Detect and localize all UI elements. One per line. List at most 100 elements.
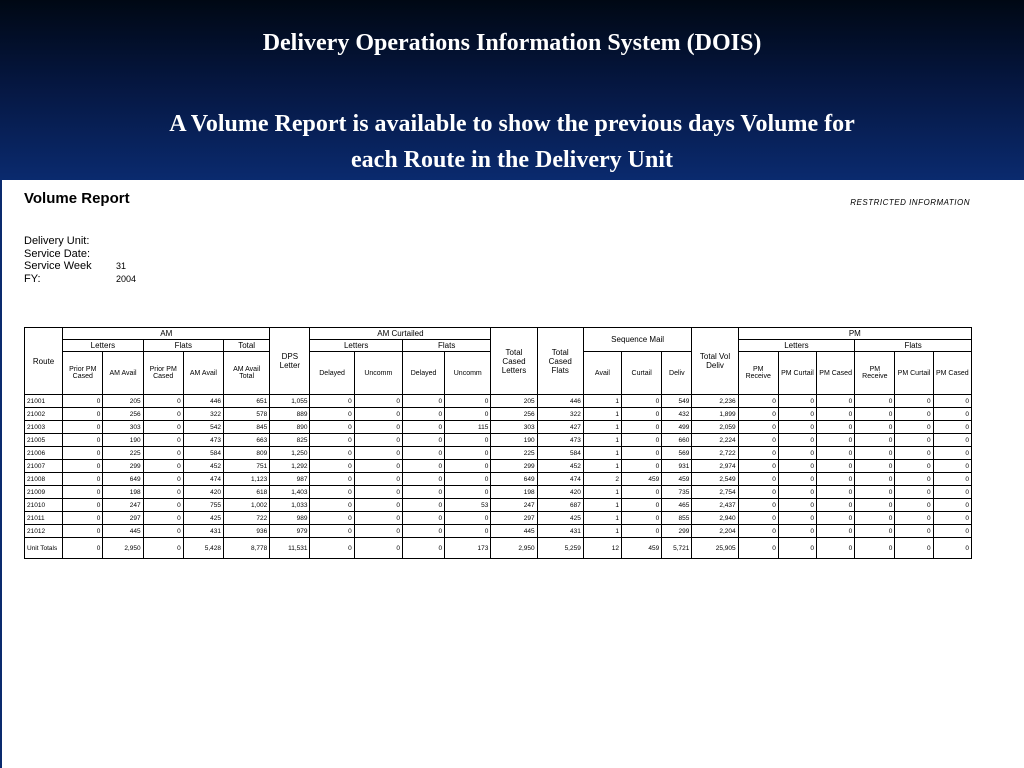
table-cell: 0 xyxy=(854,420,896,434)
table-cell: 0 xyxy=(894,524,934,538)
table-cell: 0 xyxy=(621,524,663,538)
table-cell: 256 xyxy=(102,407,144,421)
table-cell: 1 xyxy=(582,420,623,434)
service-week-label: Service Week xyxy=(24,260,92,272)
table-cell: 303 xyxy=(102,420,144,434)
table-cell: 0 xyxy=(142,433,184,447)
totals-cell: 0 xyxy=(353,537,403,559)
group-pm: PM xyxy=(737,327,973,340)
table-cell: 474 xyxy=(536,472,584,486)
table-cell: 0 xyxy=(621,420,663,434)
totals-cell: 0 xyxy=(737,537,779,559)
table-cell: 0 xyxy=(142,524,184,538)
table-cell: 979 xyxy=(269,524,311,538)
table-cell: 0 xyxy=(777,433,818,447)
table-cell: 0 xyxy=(142,459,184,473)
table-cell: 0 xyxy=(737,511,779,525)
table-cell: 0 xyxy=(621,394,663,408)
table-cell: 473 xyxy=(182,433,225,447)
table-cell: 0 xyxy=(62,524,104,538)
table-cell: 0 xyxy=(444,459,492,473)
table-cell: 2,549 xyxy=(691,472,739,486)
table-cell: 0 xyxy=(816,420,856,434)
totals-cell: 0 xyxy=(932,537,973,559)
table-cell: 0 xyxy=(142,511,184,525)
col-pm-flats-curtail: PM Curtail xyxy=(894,351,934,395)
table-cell: 322 xyxy=(182,407,225,421)
table-cell: 0 xyxy=(816,394,856,408)
table-cell: 0 xyxy=(777,459,818,473)
table-row: 21009 0 198 0 420 618 1,403 0 0 0 0 198 420 1 0 735 2,75… xyxy=(23,485,973,499)
slide-header: Delivery Operations Information System (… xyxy=(0,0,1024,180)
table-cell: 0 xyxy=(444,394,492,408)
col-dps-letter: DPS Letter xyxy=(269,327,311,395)
table-cell: 0 xyxy=(444,511,492,525)
table-cell: 0 xyxy=(777,407,818,421)
totals-cell: 459 xyxy=(621,537,663,559)
table-cell: 0 xyxy=(816,433,856,447)
col-curt-flats-delayed: Delayed xyxy=(401,351,446,395)
service-week-value: 31 xyxy=(116,261,127,271)
table-cell: 1 xyxy=(582,524,623,538)
table-cell: 2,974 xyxy=(691,459,739,473)
table-cell: 0 xyxy=(309,446,355,460)
curt-letters: Letters xyxy=(309,339,403,352)
table-cell: 0 xyxy=(309,498,355,512)
table-cell: 0 xyxy=(816,498,856,512)
table-cell: 0 xyxy=(621,459,663,473)
table-cell: 0 xyxy=(142,485,184,499)
table-cell: 0 xyxy=(621,407,663,421)
table-cell: 1 xyxy=(582,485,623,499)
table-cell: 0 xyxy=(309,407,355,421)
col-total-cased-letters: Total Cased Letters xyxy=(490,327,538,395)
table-cell: 0 xyxy=(353,446,403,460)
table-cell: 0 xyxy=(309,511,355,525)
table-cell: 0 xyxy=(737,433,779,447)
totals-cell: 0 xyxy=(777,537,818,559)
table-cell: 0 xyxy=(777,472,818,486)
table-cell: 205 xyxy=(490,394,538,408)
table-cell: 297 xyxy=(102,511,144,525)
table-row: 21011 0 297 0 425 722 989 0 0 0 0 297 425 1 0 855 2,940 0… xyxy=(23,511,973,525)
table-cell: 198 xyxy=(490,485,538,499)
table-cell: 751 xyxy=(222,459,271,473)
col-am-avail-total: AM Avail Total xyxy=(222,351,271,395)
table-cell: 299 xyxy=(102,459,144,473)
table-cell: 0 xyxy=(737,498,779,512)
report-meta: Delivery Unit: Service Date: Service Wee… xyxy=(24,235,974,285)
table-cell: 663 xyxy=(222,433,271,447)
table-cell: 427 xyxy=(536,420,584,434)
table-cell: 0 xyxy=(142,407,184,421)
table-cell: 1 xyxy=(582,446,623,460)
table-cell: 0 xyxy=(621,511,663,525)
table-row: 21005 0 190 0 473 663 825 0 0 0 0 190 473 1 0 660 2,224 0… xyxy=(23,433,973,447)
totals-cell: 0 xyxy=(854,537,896,559)
table-cell: 0 xyxy=(777,420,818,434)
table-cell: 1,055 xyxy=(269,394,311,408)
table-cell: 0 xyxy=(401,394,446,408)
table-cell: 0 xyxy=(309,433,355,447)
table-cell: 0 xyxy=(737,420,779,434)
totals-cell: 173 xyxy=(444,537,492,559)
table-cell: 0 xyxy=(777,498,818,512)
table-cell: 420 xyxy=(536,485,584,499)
table-cell: 0 xyxy=(737,472,779,486)
table-cell: 431 xyxy=(182,524,225,538)
route-cell: 21005 xyxy=(23,433,64,447)
table-cell: 1,250 xyxy=(269,446,311,460)
table-cell: 0 xyxy=(854,394,896,408)
table-cell: 0 xyxy=(816,485,856,499)
table-row: 21006 0 225 0 584 809 1,250 0 0 0 0 225 584 1 0 569 2,72… xyxy=(23,446,973,460)
table-cell: 0 xyxy=(932,485,973,499)
table-cell: 473 xyxy=(536,433,584,447)
table-cell: 0 xyxy=(894,446,934,460)
table-row: 21001 0 205 0 446 651 1,055 0 0 0 0 205 446 1 0 549 2,23… xyxy=(23,394,973,408)
table-cell: 459 xyxy=(621,472,663,486)
slide-subtitle-line1: A Volume Report is available to show the… xyxy=(169,111,855,137)
table-cell: 459 xyxy=(661,472,693,486)
report-title: Volume Report xyxy=(24,190,130,207)
fy-label: FY: xyxy=(24,272,41,285)
route-cell: 21006 xyxy=(23,446,64,460)
table-cell: 0 xyxy=(932,446,973,460)
table-cell: 299 xyxy=(661,524,693,538)
